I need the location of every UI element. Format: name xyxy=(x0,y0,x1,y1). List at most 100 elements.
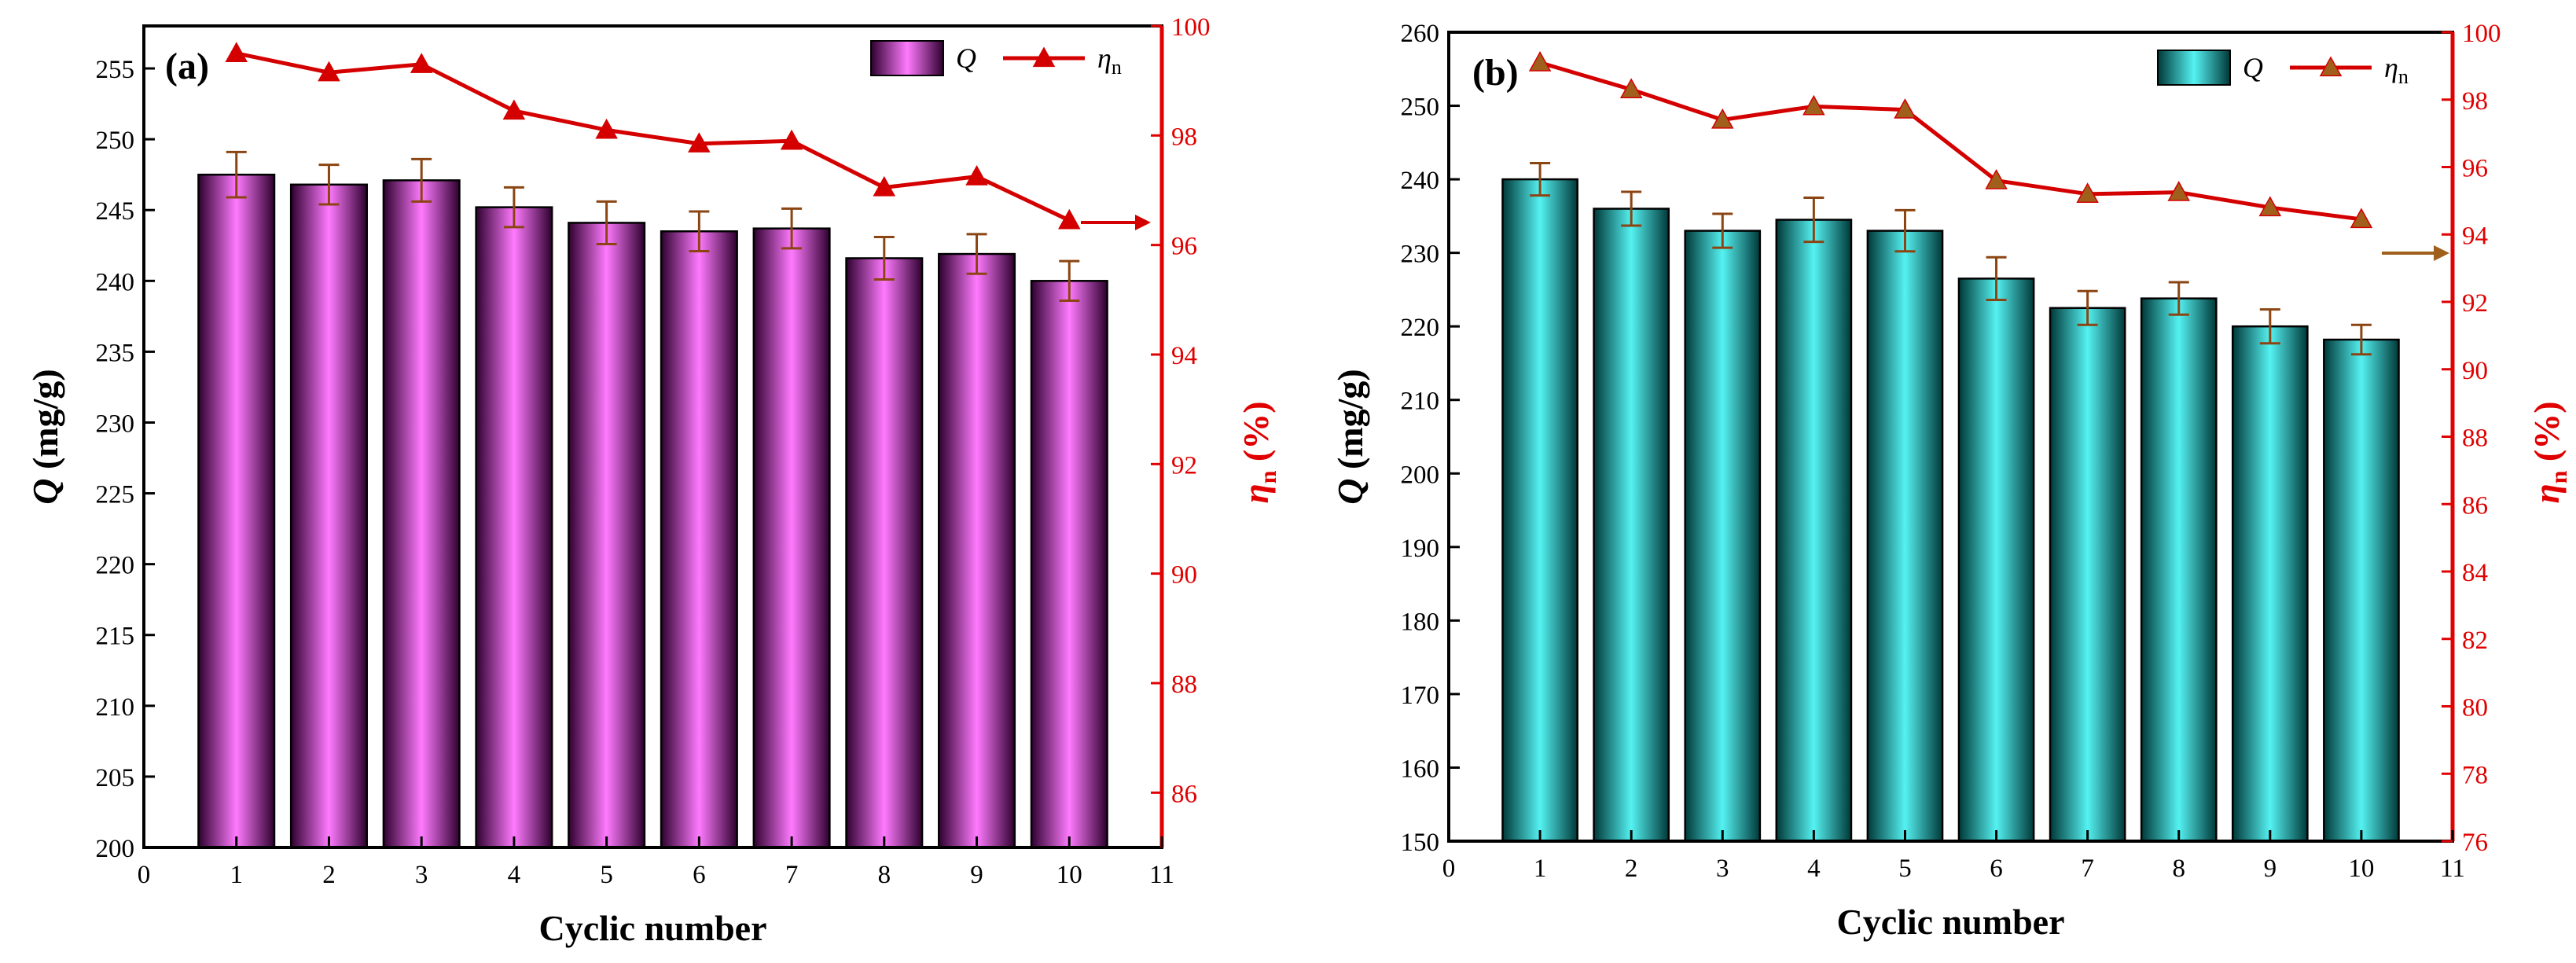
y-left-tick-label: 235 xyxy=(96,339,135,367)
legend-line-marker xyxy=(1032,46,1056,68)
y-right-tick-label: 82 xyxy=(2462,627,2488,655)
y-left-tick-label: 170 xyxy=(1401,682,1440,710)
y-left-tick-label: 240 xyxy=(96,268,135,296)
bar-2 xyxy=(1593,208,1670,843)
y-right-tick-label: 76 xyxy=(2462,829,2488,857)
y-right-tick-label: 98 xyxy=(1171,123,1197,151)
y-right-axis-label-unit: (%) xyxy=(2526,401,2567,470)
x-axis-label: Cyclic number xyxy=(1836,902,2064,942)
error-bar-9 xyxy=(966,233,987,275)
y-right-tick-label: 96 xyxy=(2462,155,2488,183)
legend-bar-swatch xyxy=(870,40,944,76)
y-left-axis-label-unit: (mg/g) xyxy=(25,369,65,478)
bar-9 xyxy=(2231,325,2309,843)
y-left-tick-label: 215 xyxy=(96,623,135,651)
error-bar-1 xyxy=(226,150,247,199)
axis-arrow-head xyxy=(1135,215,1151,230)
eta-marker-6 xyxy=(1985,169,2008,189)
chart-panel-a: 0 1 2 3 4 5 6 7 8 9 10 11 Cyclic number 200 205 210 215 2… xyxy=(25,13,1281,948)
error-bar-5 xyxy=(1894,208,1916,253)
legend-line-symbol: η xyxy=(1097,42,1112,74)
error-bar-8 xyxy=(873,235,895,281)
x-tick-label: 3 xyxy=(415,861,428,889)
error-bar-10 xyxy=(1059,259,1080,303)
x-tick-label: 0 xyxy=(1442,855,1456,883)
y-left-tick-label: 220 xyxy=(96,552,135,580)
y-right-tick-label: 80 xyxy=(2462,694,2488,722)
x-tick-label: 8 xyxy=(878,861,891,889)
error-bar-8 xyxy=(2168,281,2189,316)
y-right-axis-label: ηn (%) xyxy=(2526,401,2572,503)
y-left-tick-label: 210 xyxy=(1401,388,1440,416)
y-right-tick-label: 94 xyxy=(2462,222,2488,250)
y-left-tick-label: 210 xyxy=(96,693,135,722)
legend-bar-swatch xyxy=(2157,50,2231,86)
legend-bar-label: Q xyxy=(956,42,976,74)
x-tick-label: 7 xyxy=(2081,855,2094,883)
y-left-tick-label: 230 xyxy=(1401,241,1440,269)
x-tick-label: 8 xyxy=(2172,855,2185,883)
y-left-axis-label: Q (mg/g) xyxy=(25,369,65,504)
legend-line-label: ηn xyxy=(1097,42,1122,79)
bar-3 xyxy=(1684,230,1762,843)
panel-label: (a) xyxy=(165,46,209,87)
bar-1 xyxy=(197,173,276,849)
bar-8 xyxy=(845,257,924,849)
axis-arrow-head xyxy=(2434,245,2449,261)
legend-bar-label: Q xyxy=(2243,52,2263,83)
eta-marker-9 xyxy=(2258,196,2282,217)
x-tick-label: 5 xyxy=(600,861,613,889)
y-right-axis-label-sub: n xyxy=(2546,470,2572,483)
x-tick-label: 0 xyxy=(138,861,151,889)
y-left-tick-label: 160 xyxy=(1401,755,1440,783)
eta-marker-5 xyxy=(595,118,618,139)
bar-4 xyxy=(1775,219,1853,843)
y-right-axis-label-symbol: η xyxy=(2526,483,2567,503)
eta-marker-3 xyxy=(1711,108,1734,129)
y-right-tick-label: 94 xyxy=(1171,342,1197,370)
x-tick-label: 4 xyxy=(1807,855,1821,883)
y-left-tick-label: 200 xyxy=(1401,461,1440,489)
y-left-tick-label: 260 xyxy=(1401,20,1440,48)
bar-7 xyxy=(752,227,831,849)
x-tick-label: 1 xyxy=(230,861,243,889)
eta-marker-3 xyxy=(410,53,433,73)
y-left-axis-label-symbol: Q xyxy=(1330,479,1370,505)
bar-2 xyxy=(289,183,368,849)
legend-line-label: ηn xyxy=(2384,52,2409,88)
x-tick-label: 7 xyxy=(785,861,799,889)
y-left-axis-label: Q (mg/g) xyxy=(1330,369,1370,504)
x-tick-label: 9 xyxy=(2264,855,2277,883)
x-tick-label: 11 xyxy=(2440,855,2465,883)
y-left-tick-label: 250 xyxy=(1401,94,1440,122)
y-left-tick-label: 205 xyxy=(96,764,135,792)
bar-9 xyxy=(938,252,1016,849)
bar-6 xyxy=(1957,278,2035,843)
bar-1 xyxy=(1501,178,1578,843)
y-right-axis-label-symbol: η xyxy=(1236,483,1276,503)
y-right-axis-label-unit: (%) xyxy=(1236,401,1276,470)
y-right-tick-label: 100 xyxy=(2462,20,2501,48)
x-tick-label: 10 xyxy=(1056,861,1082,889)
y-left-tick-label: 200 xyxy=(96,835,135,863)
eta-marker-7 xyxy=(2076,182,2099,203)
x-tick-label: 1 xyxy=(1534,855,1547,883)
y-right-tick-label: 90 xyxy=(1171,561,1197,590)
legend-line-sub: n xyxy=(1112,56,1122,79)
y-left-tick-label: 255 xyxy=(96,56,135,84)
y-left-tick-label: 220 xyxy=(1401,314,1440,342)
eta-line xyxy=(236,51,1071,222)
eta-marker-1 xyxy=(1528,51,1552,72)
error-bar-6 xyxy=(689,210,710,252)
error-bar-2 xyxy=(318,164,340,206)
error-bar-9 xyxy=(2259,308,2280,345)
bar-5 xyxy=(1866,230,1944,843)
y-right-tick-label: 90 xyxy=(2462,357,2488,385)
error-bar-7 xyxy=(781,207,803,250)
error-bar-2 xyxy=(1621,190,1642,227)
bar-4 xyxy=(475,206,553,849)
x-tick-label: 6 xyxy=(1990,855,2003,883)
error-bar-10 xyxy=(2350,323,2372,356)
